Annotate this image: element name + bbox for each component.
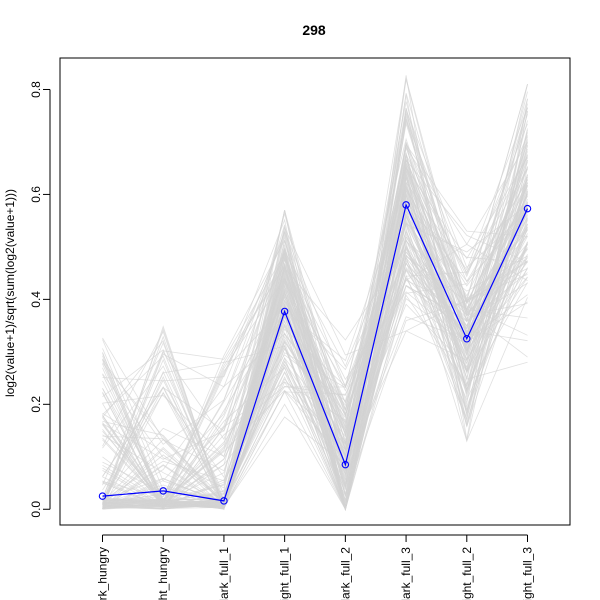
- background-series-line: [102, 123, 528, 507]
- x-tick-label: light_hungry: [156, 547, 170, 600]
- highlight-series-group: [98, 201, 532, 505]
- background-series-line: [102, 258, 528, 509]
- background-series-line: [102, 107, 528, 510]
- background-series-line: [102, 239, 528, 510]
- y-tick-label: 0.4: [29, 291, 43, 308]
- x-tick-label: light_full_3: [521, 547, 535, 600]
- background-series-line: [102, 132, 528, 506]
- background-series-line: [102, 108, 528, 510]
- highlight-point: [463, 334, 471, 343]
- x-axis: dark_hungry light_hungry dark_full_1 light_…: [96, 534, 535, 600]
- background-series-line: [102, 229, 528, 509]
- background-series-line: [102, 118, 528, 505]
- y-tick-label: 0.8: [29, 81, 43, 98]
- x-tick-label: light_full_2: [460, 547, 474, 600]
- highlight-series-line: [102, 203, 529, 502]
- background-series-line: [102, 107, 528, 508]
- background-series-line: [102, 78, 528, 508]
- highlight-point: [523, 204, 532, 213]
- background-series-line: [102, 178, 528, 505]
- background-series-line: [102, 221, 528, 504]
- highlight-point: [220, 497, 228, 505]
- background-series-line: [102, 143, 528, 501]
- highlight-point: [341, 460, 350, 469]
- x-tick-label: dark_full_2: [338, 547, 352, 600]
- y-axis-label: log2(value+1)/sqrt(sum(log2(value+1))): [3, 189, 17, 397]
- y-tick-label: 0.0: [29, 501, 43, 518]
- background-series-line: [102, 185, 528, 510]
- highlight-point: [98, 492, 107, 500]
- x-tick-label: light_full_1: [278, 547, 292, 600]
- x-tick-label: dark_full_3: [399, 547, 413, 600]
- highlight-point: [159, 487, 167, 495]
- background-series-group: [102, 75, 528, 511]
- x-tick-label: dark_hungry: [96, 547, 110, 600]
- y-tick-label: 0.2: [29, 396, 43, 413]
- chart-title: 298: [302, 22, 326, 38]
- highlight-point: [402, 201, 410, 209]
- background-series-line: [102, 159, 528, 505]
- background-series-line: [102, 142, 528, 496]
- background-series-line: [102, 173, 528, 510]
- background-series-line: [102, 110, 528, 509]
- background-series-line: [102, 193, 528, 510]
- highlight-point: [280, 307, 289, 316]
- background-series-line: [102, 141, 528, 511]
- x-tick-label: dark_full_1: [217, 547, 231, 600]
- background-series-line: [102, 101, 528, 506]
- y-axis: 0.0 0.2 0.4 0.6 0.8: [29, 81, 51, 518]
- plot-frame: [59, 57, 571, 526]
- y-tick-label: 0.6: [29, 186, 43, 203]
